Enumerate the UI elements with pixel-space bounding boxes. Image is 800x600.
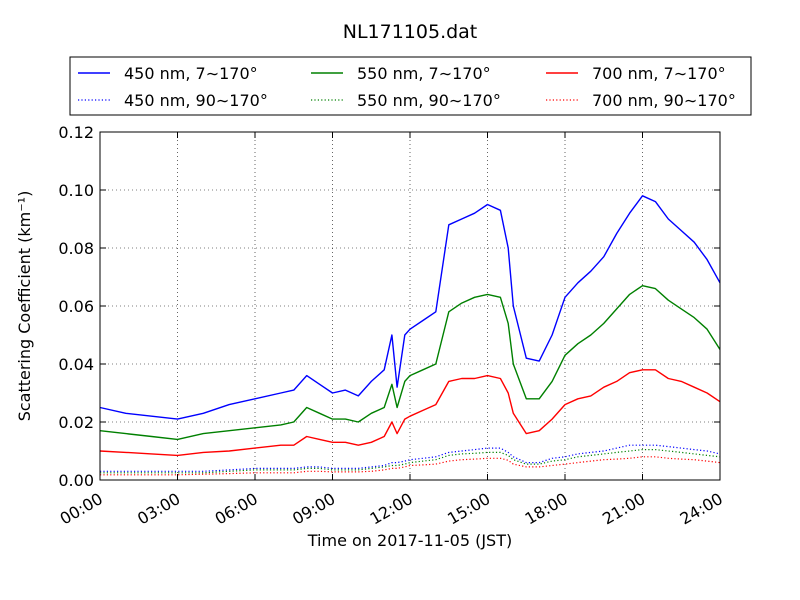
y-tick-label: 0.10	[58, 181, 94, 200]
y-tick-label: 0.06	[58, 297, 94, 316]
series-layer	[99, 195, 721, 476]
y-tick-label: 0.12	[58, 123, 94, 142]
series-line-0	[99, 195, 721, 420]
legend: 450 nm, 7∼170° 550 nm, 7∼170° 700 nm, 7∼17…	[69, 56, 752, 116]
legend-label-5: 700 nm, 90∼170°	[592, 91, 736, 110]
legend-label-4: 550 nm, 90∼170°	[357, 91, 501, 110]
legend-label-0: 450 nm, 7∼170°	[124, 64, 258, 83]
y-tick-label: 0.08	[58, 239, 94, 258]
series-line-3	[100, 444, 721, 472]
legend-label-3: 450 nm, 90∼170°	[124, 91, 268, 110]
series-line-4	[100, 449, 721, 474]
y-tick-label: 0.00	[58, 471, 94, 490]
series-line-1	[99, 285, 721, 441]
y-tick-label: 0.04	[58, 355, 94, 374]
y-tick-label: 0.02	[58, 413, 94, 432]
legend-label-2: 700 nm, 7∼170°	[592, 64, 726, 83]
x-axis-label: Time on 2017-11-05 (JST)	[307, 531, 512, 550]
y-axis-label: Scattering Coefficient (km⁻¹)	[15, 191, 34, 422]
chart-title: NL171105.dat	[343, 21, 478, 43]
legend-frame	[69, 56, 752, 116]
legend-label-1: 550 nm, 7∼170°	[357, 64, 491, 83]
grid	[100, 132, 720, 480]
series-line-2	[99, 369, 721, 457]
